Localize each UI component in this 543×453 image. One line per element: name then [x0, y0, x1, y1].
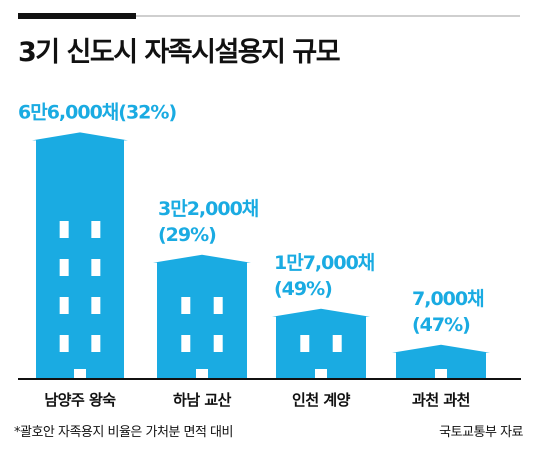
bar — [392, 344, 490, 378]
top-rule-light — [136, 15, 520, 17]
x-axis-baseline — [18, 378, 521, 380]
bar-door — [74, 369, 86, 378]
bar-percent-label: (49%) — [274, 278, 332, 300]
bar-window — [181, 297, 191, 314]
bar-window — [91, 335, 101, 352]
bar-value-label: 1만7,000채 — [274, 252, 374, 274]
bar — [272, 308, 370, 378]
source-credit: 국토교통부 자료 — [439, 425, 523, 440]
bar-value-label: 3만2,000채 — [158, 198, 258, 220]
chart-title: 3기 신도시 자족시설용지 규모 — [18, 37, 341, 68]
bar-window — [213, 297, 223, 314]
category-label: 남양주 왕숙 — [44, 391, 116, 409]
bar-window — [59, 259, 69, 276]
category-label: 인천 계양 — [292, 391, 351, 409]
bar-window — [59, 297, 69, 314]
bar-window — [91, 221, 101, 238]
bar-window — [91, 259, 101, 276]
bar-window — [91, 297, 101, 314]
bar — [153, 254, 251, 378]
bar-window — [181, 335, 191, 352]
bar-window — [59, 335, 69, 352]
bar-window — [59, 221, 69, 238]
bar-window — [332, 335, 342, 352]
bar-value-label: 7,000채 — [412, 288, 484, 310]
category-label: 과천 과천 — [412, 391, 470, 409]
bar-value-label: 6만6,000채(32%) — [18, 101, 176, 123]
bar-percent-label: (47%) — [412, 314, 470, 336]
bar-door — [435, 369, 447, 378]
footnote: *괄호안 자족용지 비율은 가처분 면적 대비 — [14, 425, 233, 440]
bar — [32, 132, 128, 378]
bar-window — [213, 335, 223, 352]
bar-percent-label: (29%) — [158, 224, 216, 246]
bar-door — [196, 369, 208, 378]
bar-door — [315, 369, 327, 378]
top-rule-dark — [18, 13, 136, 19]
category-label: 하남 교산 — [173, 391, 232, 409]
bar-window — [300, 335, 310, 352]
